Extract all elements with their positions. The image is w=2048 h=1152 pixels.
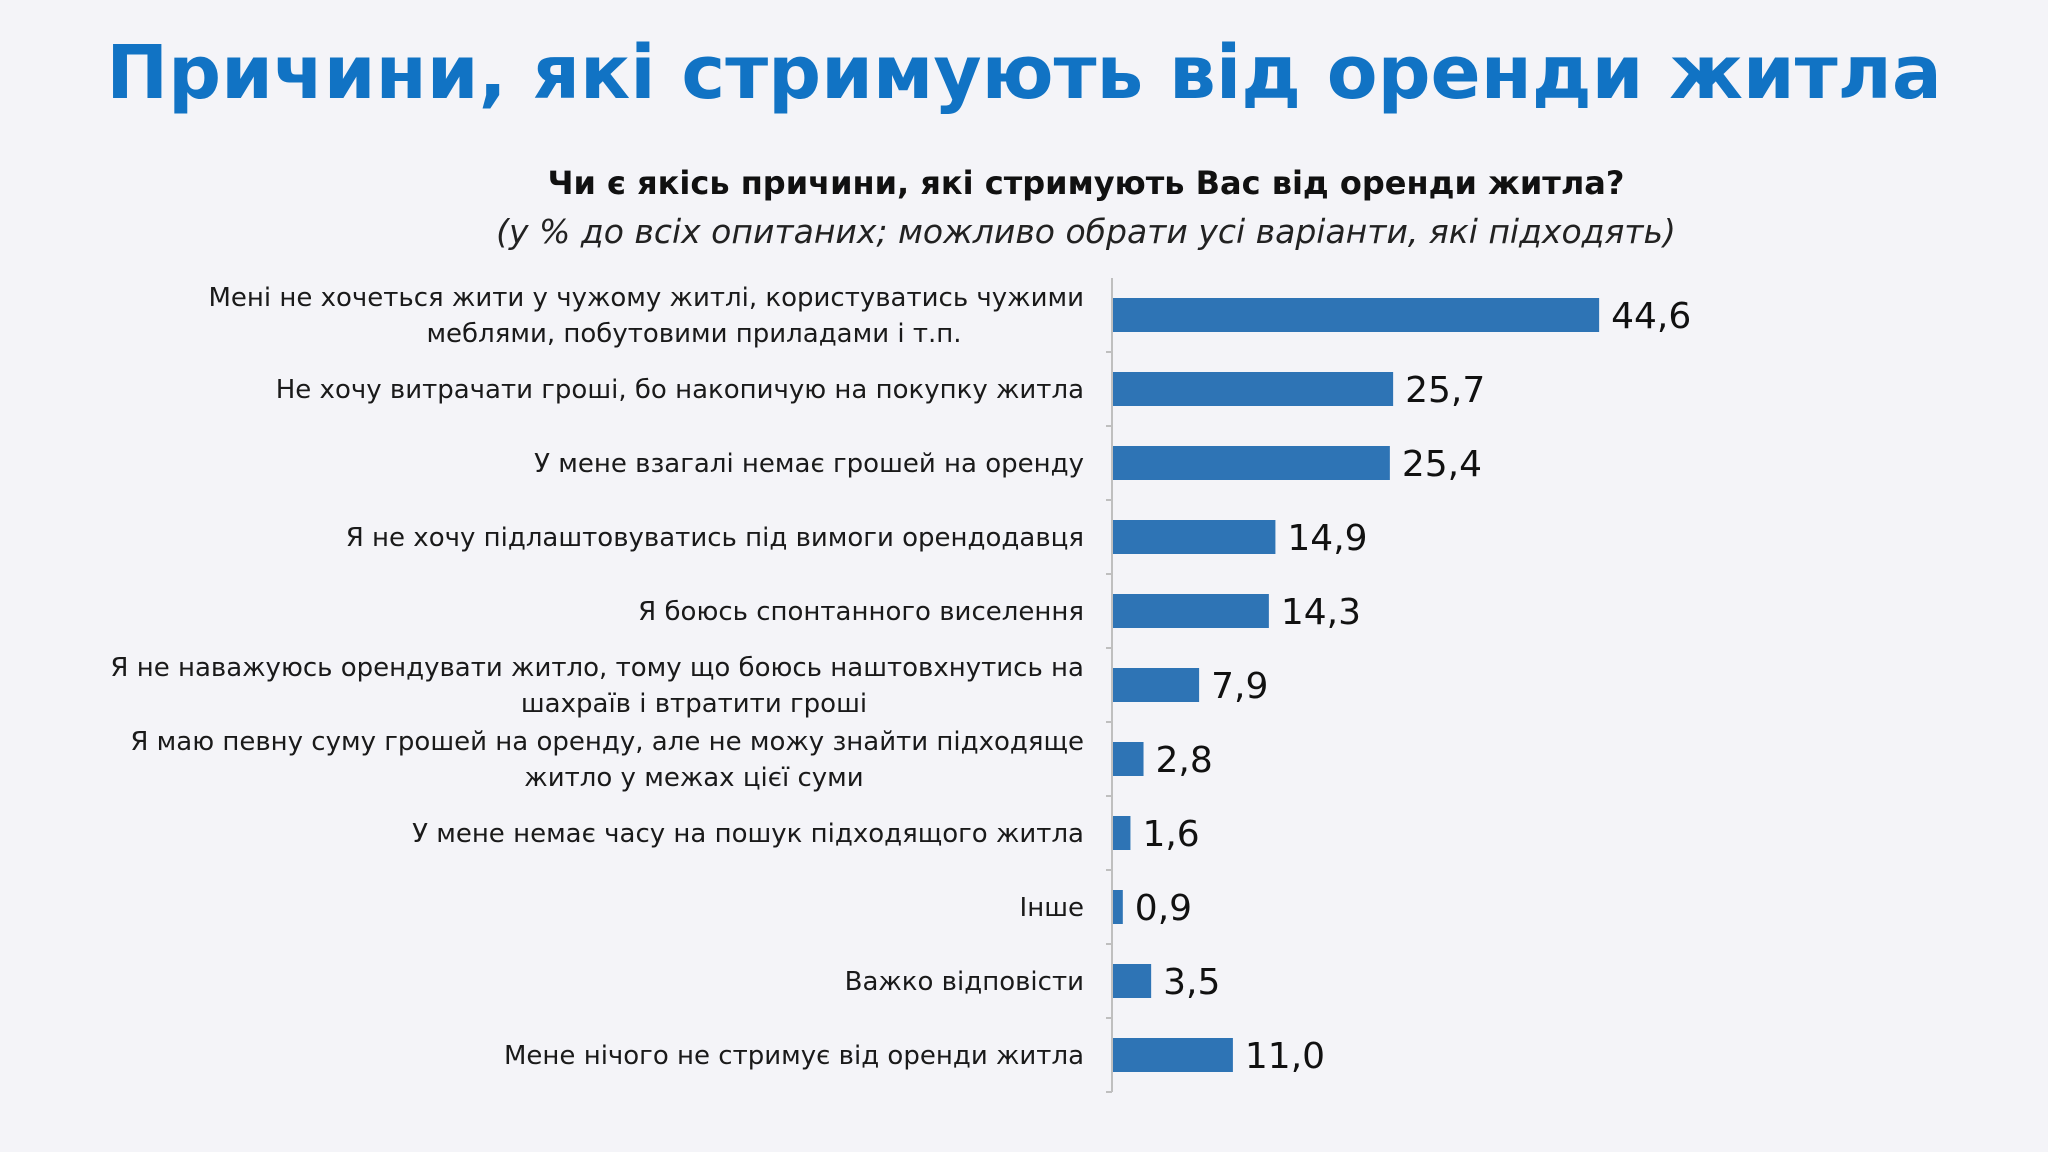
bar-9 <box>1113 890 1123 924</box>
category-label-line: житло у межах цієї суми <box>524 763 863 793</box>
value-label-11: 11,0 <box>1245 1036 1325 1077</box>
category-label-4: Я не хочу підлаштовуватись під вимоги ор… <box>346 523 1084 553</box>
bar-7 <box>1113 742 1144 776</box>
category-label-8: У мене немає часу на пошук підходящого ж… <box>412 819 1084 849</box>
category-label-line: Мені не хочеться жити у чужому житлі, ко… <box>208 283 1084 313</box>
category-label-11: Мене нічого не стримує від оренди житла <box>504 1041 1084 1071</box>
value-label-9: 0,9 <box>1135 888 1192 929</box>
bar-6 <box>1113 668 1200 702</box>
category-label-line: Інше <box>1020 893 1084 923</box>
bar-2 <box>1113 372 1394 406</box>
chart-title: Чи є якісь причини, які стримують Вас ві… <box>0 164 2048 202</box>
category-label-line: меблями, побутовими приладами і т.п. <box>426 319 961 349</box>
chart-title-text: Чи є якісь причини, які стримують Вас ві… <box>547 164 1625 202</box>
category-label-line: Мене нічого не стримує від оренди житла <box>504 1041 1084 1071</box>
value-label-2: 25,7 <box>1405 370 1485 411</box>
bar-1 <box>1113 298 1600 332</box>
category-label-line: Я не наважуюсь орендувати житло, тому що… <box>110 653 1084 683</box>
category-label-7: Я маю певну суму грошей на оренду, але н… <box>130 727 1084 793</box>
category-label-3: У мене взагалі немає грошей на оренду <box>534 449 1084 479</box>
value-label-8: 1,6 <box>1142 814 1199 855</box>
value-label-1: 44,6 <box>1611 296 1691 337</box>
category-label-2: Не хочу витрачати гроші, бо накопичую на… <box>276 375 1084 405</box>
value-label-4: 14,9 <box>1287 518 1367 559</box>
value-label-10: 3,5 <box>1163 962 1220 1003</box>
bar-4 <box>1113 520 1276 554</box>
category-label-6: Я не наважуюсь орендувати житло, тому що… <box>110 653 1084 719</box>
category-label-line: У мене немає часу на пошук підходящого ж… <box>412 819 1084 849</box>
category-label-10: Важко відповісти <box>845 967 1084 997</box>
chart-subtitle-text: (у % до всіх опитаних; можливо обрати ус… <box>496 212 1676 251</box>
bar-10 <box>1113 964 1152 998</box>
value-label-6: 7,9 <box>1211 666 1268 707</box>
bar-5 <box>1113 594 1269 628</box>
bar-11 <box>1113 1038 1233 1072</box>
category-label-line: Я боюсь спонтанного виселення <box>638 597 1084 627</box>
category-label-line: Я не хочу підлаштовуватись під вимоги ор… <box>346 523 1084 553</box>
category-label-1: Мені не хочеться жити у чужому житлі, ко… <box>208 283 1084 349</box>
bar-3 <box>1113 446 1390 480</box>
category-label-9: Інше <box>1020 893 1084 923</box>
bar-8 <box>1113 816 1131 850</box>
page-title: Причини, які стримують від оренди житла <box>106 30 1942 116</box>
category-label-line: Важко відповісти <box>845 967 1084 997</box>
value-label-7: 2,8 <box>1156 740 1213 781</box>
category-label-line: Я маю певну суму грошей на оренду, але н… <box>130 727 1084 757</box>
value-label-3: 25,4 <box>1402 444 1482 485</box>
value-label-5: 14,3 <box>1281 592 1361 633</box>
chart-subtitle: (у % до всіх опитаних; можливо обрати ус… <box>0 212 2048 251</box>
category-label-5: Я боюсь спонтанного виселення <box>638 597 1084 627</box>
category-label-line: У мене взагалі немає грошей на оренду <box>534 449 1084 479</box>
category-label-line: Не хочу витрачати гроші, бо накопичую на… <box>276 375 1084 405</box>
category-label-line: шахраїв і втратити гроші <box>521 689 867 719</box>
